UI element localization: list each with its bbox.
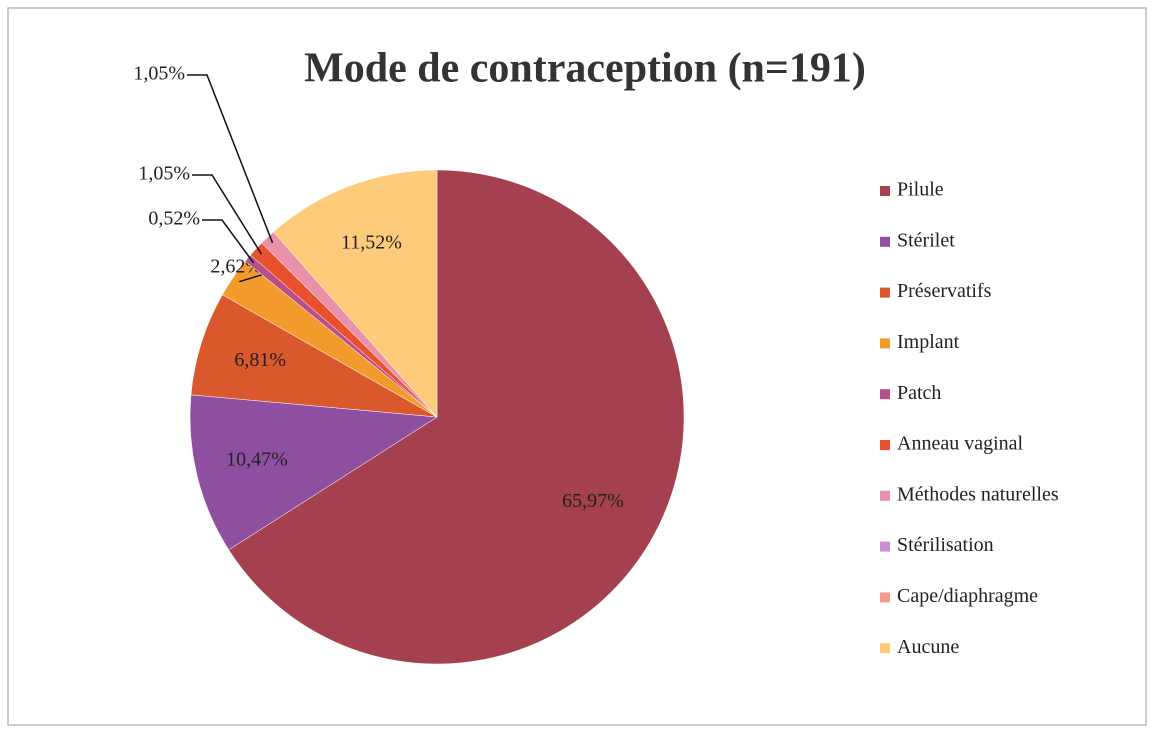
legend-swatch [880, 643, 890, 654]
data-label: 6,81% [234, 349, 286, 371]
legend-swatch [880, 186, 890, 196]
legend-swatch [880, 236, 890, 247]
legend-label: Préservatifs [897, 280, 992, 302]
legend-label: Anneau vaginal [897, 433, 1024, 455]
leader-line [187, 74, 274, 244]
pie-slice [189, 394, 438, 551]
pie-slice [273, 169, 438, 418]
legend-swatch [880, 541, 890, 552]
data-label: 1,05% [138, 163, 190, 185]
legend-swatch [880, 389, 890, 400]
pie-slice [190, 294, 438, 418]
legend-label: Implant [897, 331, 960, 353]
legend-label: Méthodes naturelles [897, 483, 1059, 505]
legend-swatch [880, 287, 890, 298]
legend-label: Cape/diaphragme [897, 585, 1038, 607]
legend-label: Pilule [897, 179, 944, 201]
legend-label: Aucune [897, 636, 959, 658]
legend-swatch [880, 490, 890, 501]
legend-label: Stérilet [897, 229, 955, 251]
legend-label: Stérilisation [897, 534, 994, 556]
data-label: 11,52% [341, 231, 402, 253]
data-label: 65,97% [562, 490, 624, 512]
data-label: 0,52% [148, 208, 200, 230]
leader-line [202, 219, 255, 264]
legend-swatch [880, 338, 890, 349]
chart-title: Mode de contraception (n=191) [304, 46, 866, 92]
data-label: 1,05% [133, 63, 185, 85]
leader-line [192, 174, 263, 255]
pie-slice [228, 169, 685, 665]
legend-label: Patch [897, 382, 941, 404]
legend-swatch [880, 592, 890, 603]
legend-swatch [880, 440, 890, 450]
data-label: 10,47% [226, 448, 288, 470]
